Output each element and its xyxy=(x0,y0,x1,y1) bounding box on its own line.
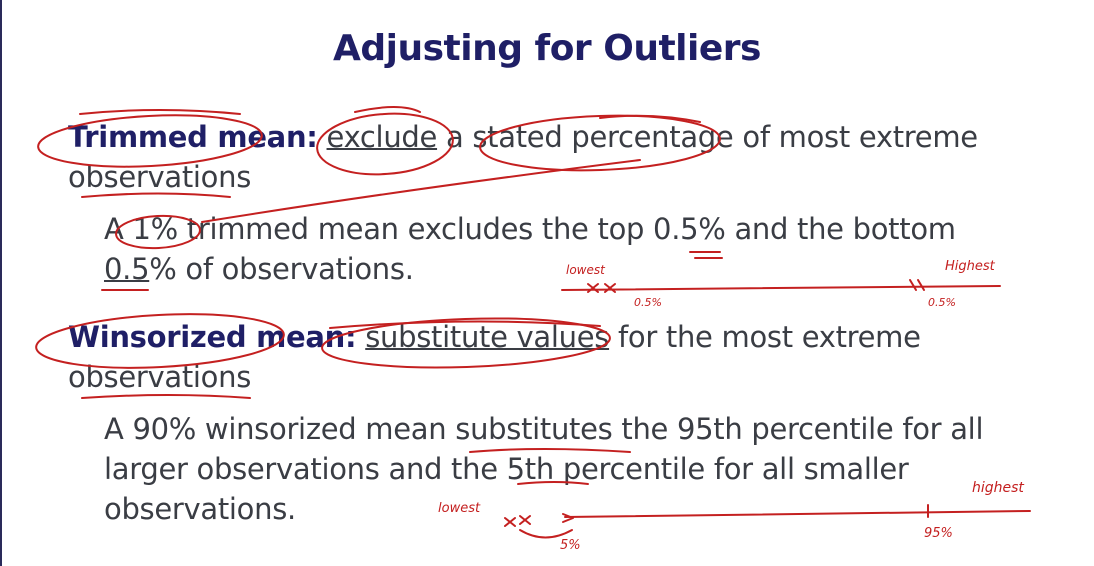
winsorized-definition-continued: observations xyxy=(68,360,252,394)
winsorized-example-line-3: observations. xyxy=(104,492,296,526)
trimmed-example-line-1: A 1% trimmed mean excludes the top 0.5% … xyxy=(104,212,956,246)
winsorized-space xyxy=(356,320,365,354)
winsorized-example-line-2: larger observations and the 5th percenti… xyxy=(104,452,909,486)
trimmed-high-pct-label: 0.5% xyxy=(928,296,956,309)
slide-title: Adjusting for Outliers xyxy=(333,28,761,69)
trimmed-number-line xyxy=(561,285,1001,291)
trimmed-example-line-2: 0.5% of observations. xyxy=(104,252,414,286)
winsorized-definition-text: for the most extreme xyxy=(609,320,921,354)
winsorized-mean-definition: Winsorized mean: substitute values for t… xyxy=(68,320,921,354)
underline-observations-2 xyxy=(81,394,251,399)
winsorized-low-pct-label: 5% xyxy=(560,538,581,553)
winsorized-lowest-label: lowest xyxy=(438,501,481,516)
winsorized-mean-term: Winsorized mean: xyxy=(68,320,357,354)
winsorized-number-line xyxy=(564,510,1031,518)
winsorized-x-marks xyxy=(504,515,531,527)
trimmed-mean-term: Trimmed mean: xyxy=(68,120,318,154)
trimmed-lowest-label: lowest xyxy=(566,263,606,277)
overline-trimmed xyxy=(79,109,241,115)
trimmed-definition-continued: observations xyxy=(68,160,252,194)
trimmed-mean-definition: Trimmed mean: exclude a stated percentag… xyxy=(68,120,978,154)
trimmed-x-marks xyxy=(587,283,616,293)
exclude-word: exclude xyxy=(326,120,438,154)
winsorized-high-pct-label: 95% xyxy=(924,526,953,541)
trimmed-low-pct-label: 0.5% xyxy=(634,296,662,309)
winsorized-highest-label: highest xyxy=(972,480,1024,496)
winsorized-example-line-1: A 90% winsorized mean substitutes the 95… xyxy=(104,412,984,446)
trimmed-example-pct: 0.5 xyxy=(104,252,150,286)
trimmed-definition-text: a stated percentage of most extreme xyxy=(437,120,978,154)
trimmed-highest-label: Highest xyxy=(945,259,996,274)
trimmed-high-marks xyxy=(909,279,925,291)
slide-left-border xyxy=(0,0,2,566)
winsorized-arrow xyxy=(519,513,574,539)
overline-exclude xyxy=(354,106,421,113)
substitute-values-phrase: substitute values xyxy=(365,320,610,354)
trimmed-example-rest: % of observations. xyxy=(149,252,414,286)
underline-observations-1 xyxy=(81,192,231,198)
